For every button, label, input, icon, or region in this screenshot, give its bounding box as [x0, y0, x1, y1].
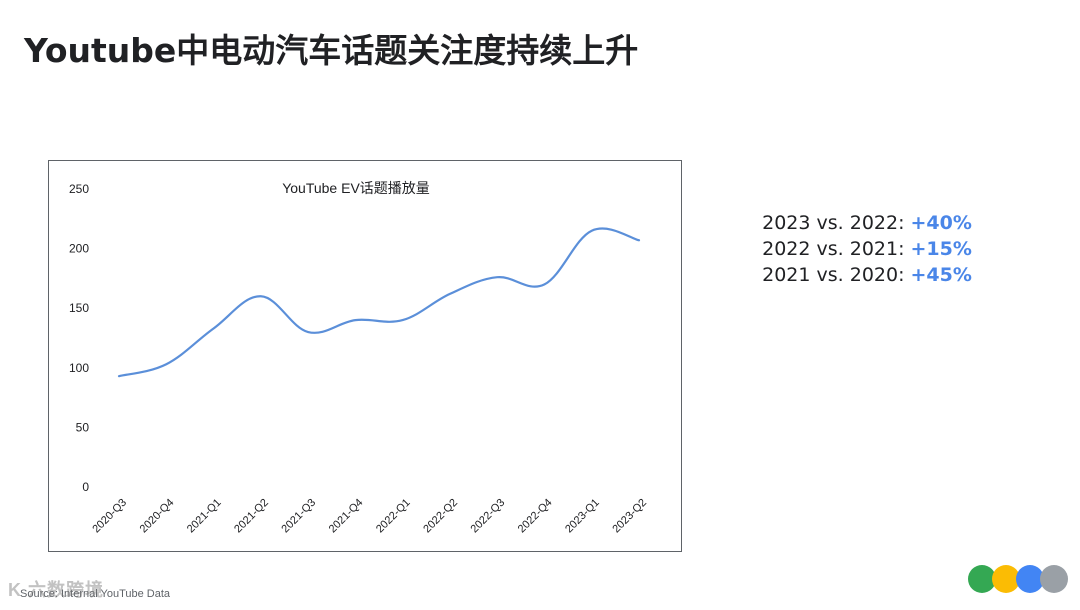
watermark-logo: K 六数跨境 [8, 580, 104, 600]
stat-value: +15% [910, 238, 972, 260]
x-axis-ticks: 2020-Q3 2020-Q4 2021-Q1 2021-Q2 2021-Q3 2021-… [90, 497, 649, 536]
x-tick-label: 2022-Q1 [374, 497, 413, 536]
source-note: Source: Internal YouTube Data [20, 588, 171, 600]
y-tick-label: 50 [76, 420, 90, 434]
stat-value: +40% [910, 212, 972, 234]
stat-label: 2022 vs. 2021: [762, 238, 905, 260]
x-tick-label: 2022-Q4 [516, 497, 555, 536]
y-tick-label: 200 [69, 242, 89, 256]
y-tick-label: 0 [82, 480, 89, 494]
stat-row: 2023 vs. 2022: +40% [722, 210, 1012, 236]
x-tick-label: 2021-Q3 [279, 497, 318, 536]
gray-dot-icon [1040, 565, 1068, 593]
series-line [117, 227, 641, 378]
yellow-dot-icon [992, 565, 1020, 593]
green-dot-icon [968, 565, 996, 593]
x-tick-label: 2020-Q4 [138, 497, 177, 536]
y-tick-label: 150 [69, 301, 89, 315]
stat-label: 2023 vs. 2022: [762, 212, 905, 234]
page-title: Youtube中电动汽车话题关注度持续上升 [24, 31, 639, 70]
series-points [118, 230, 640, 377]
x-tick-label: 2020-Q3 [90, 497, 129, 536]
stat-row: 2021 vs. 2020: +45% [722, 262, 1012, 288]
y-axis-ticks: 0 50 100 150 200 250 [69, 182, 89, 494]
line-chart: YouTube EV话题播放量 0 50 100 150 200 250 2020-Q3 2… [48, 160, 682, 552]
stat-row: 2022 vs. 2021: +15% [722, 236, 1012, 262]
y-tick-label: 100 [69, 361, 89, 375]
x-tick-label: 2021-Q2 [232, 497, 271, 536]
x-tick-label: 2021-Q4 [327, 497, 366, 536]
brand-dots [968, 565, 1068, 593]
stat-label: 2021 vs. 2020: [762, 264, 905, 286]
x-tick-label: 2022-Q2 [421, 497, 460, 536]
y-tick-label: 250 [69, 182, 89, 196]
chart-title: YouTube EV话题播放量 [282, 180, 430, 196]
blue-dot-icon [1016, 565, 1044, 593]
x-tick-label: 2023-Q1 [563, 497, 602, 536]
growth-stats: 2023 vs. 2022: +40% 2022 vs. 2021: +15% 20… [722, 210, 1012, 288]
stat-value: +45% [910, 264, 972, 286]
x-tick-label: 2023-Q2 [610, 497, 649, 536]
x-tick-label: 2021-Q1 [185, 497, 224, 536]
x-tick-label: 2022-Q3 [469, 497, 508, 536]
